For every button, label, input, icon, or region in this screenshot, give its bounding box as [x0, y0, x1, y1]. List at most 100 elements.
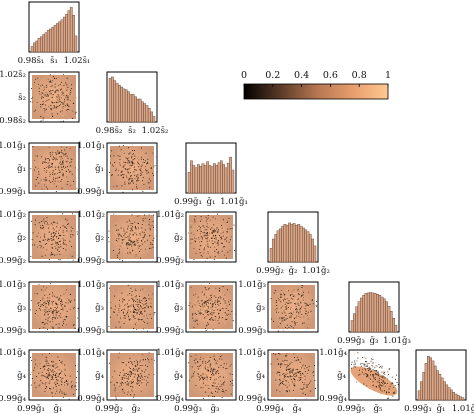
histogram-bar	[69, 7, 73, 53]
scatter-point	[144, 235, 146, 237]
scatter-point	[207, 235, 209, 237]
scatter-point	[210, 378, 211, 380]
scatter-point	[47, 317, 49, 319]
scatter-point	[220, 239, 222, 241]
scatter-point	[57, 380, 59, 382]
scatter-point	[51, 253, 52, 255]
scatter-point	[304, 365, 306, 367]
scatter-point	[207, 361, 208, 363]
scatter-point	[152, 240, 154, 242]
scatter-point	[365, 363, 367, 365]
scatter-point	[287, 295, 289, 297]
scatter-point	[217, 252, 219, 254]
scatter-point	[62, 166, 64, 168]
scatter-point	[211, 244, 213, 245]
scatter-point	[31, 239, 33, 241]
scatter-point	[58, 241, 60, 242]
scatter-point	[30, 357, 32, 359]
scatter-point	[54, 230, 56, 232]
scatter-point	[133, 305, 134, 307]
scatter-point	[75, 167, 76, 169]
scatter-point	[221, 307, 223, 309]
scatter-point	[137, 309, 139, 311]
scatter-point	[387, 383, 388, 385]
scatter-point	[139, 319, 141, 320]
scatter-point	[58, 96, 60, 98]
scatter-point	[214, 384, 216, 386]
scatter-point	[45, 309, 47, 311]
scatter-frame	[28, 71, 80, 123]
scatter-point	[113, 165, 115, 167]
scatter-point	[70, 226, 72, 228]
scatter-point	[215, 249, 217, 250]
scatter-point	[210, 318, 212, 320]
scatter-point	[215, 306, 217, 308]
scatter-point	[61, 157, 63, 159]
scatter-point	[44, 365, 46, 367]
scatter-point	[38, 171, 40, 173]
scatter-point	[384, 377, 386, 379]
scatter-point	[313, 377, 315, 379]
y-tick-label: 1.01ḡ₄	[77, 348, 105, 358]
scatter-point	[206, 232, 208, 234]
scatter-point	[146, 170, 147, 172]
scatter-point	[207, 310, 209, 312]
scatter-point	[68, 169, 69, 171]
scatter-point	[218, 322, 220, 324]
histogram-bar	[364, 293, 368, 333]
scatter-point	[139, 295, 140, 297]
scatter-point	[140, 360, 142, 362]
scatter-point	[144, 310, 146, 312]
scatter-point	[283, 325, 285, 327]
scatter-point	[50, 81, 52, 83]
histogram-bar	[222, 164, 225, 194]
scatter-point	[229, 365, 231, 367]
scatter-point	[297, 302, 299, 304]
scatter-point	[48, 234, 50, 236]
scatter-point	[194, 221, 196, 223]
scatter-point	[275, 309, 277, 311]
scatter-point	[292, 295, 294, 297]
scatter-point	[210, 377, 212, 379]
scatter-point	[216, 254, 218, 255]
scatter-point	[376, 365, 378, 367]
histogram-bar	[431, 360, 435, 401]
scatter-point	[294, 321, 296, 323]
scatter-point	[285, 315, 287, 317]
scatter-point	[63, 115, 64, 117]
scatter-point	[52, 378, 53, 379]
scatter-point	[114, 375, 116, 377]
scatter-point	[210, 391, 212, 393]
scatter-point	[193, 326, 195, 328]
x-tick-label: 0.99ḡ₃	[174, 404, 202, 414]
scatter-point	[146, 384, 148, 386]
scatter-point	[365, 361, 366, 362]
scatter-point	[212, 312, 214, 314]
scatter-point	[141, 379, 143, 381]
scatter-point	[130, 175, 132, 177]
scatter-point	[42, 226, 44, 228]
scatter-point	[201, 299, 203, 301]
scatter-point	[132, 173, 134, 175]
scatter-point	[213, 358, 215, 360]
scatter-point	[64, 226, 66, 228]
scatter-point	[48, 164, 50, 166]
scatter-point	[129, 165, 131, 166]
scatter-point	[39, 241, 41, 243]
scatter-point	[52, 232, 54, 234]
scatter-point	[301, 314, 303, 315]
scatter-point	[61, 97, 63, 99]
scatter-point	[214, 371, 216, 373]
scatter-point	[294, 303, 296, 304]
scatter-point	[309, 382, 311, 384]
scatter-point	[294, 373, 296, 375]
scatter-point	[130, 360, 132, 362]
scatter-point	[207, 245, 209, 247]
scatter-point	[43, 383, 45, 385]
scatter-point	[297, 381, 298, 383]
scatter-point	[210, 369, 212, 371]
histogram-bar	[420, 381, 423, 401]
scatter-point	[378, 364, 380, 366]
scatter-point	[287, 303, 289, 304]
scatter-point	[46, 297, 48, 299]
